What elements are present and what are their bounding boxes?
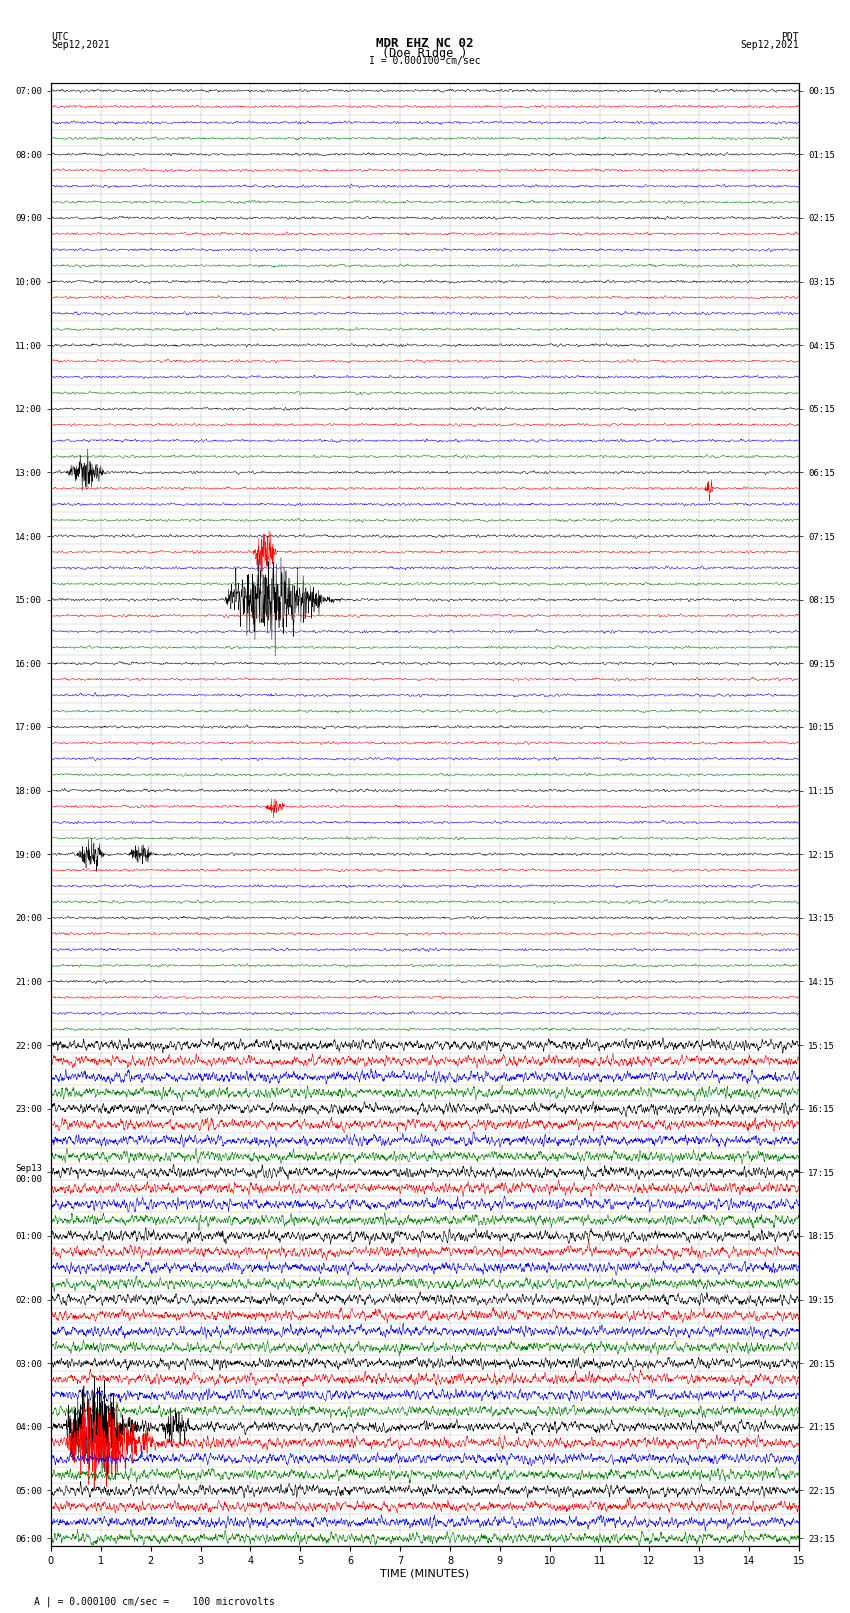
Text: MDR EHZ NC 02: MDR EHZ NC 02 — [377, 37, 473, 50]
Text: (Doe Ridge ): (Doe Ridge ) — [382, 47, 468, 60]
Text: UTC: UTC — [51, 32, 69, 42]
Text: A | = 0.000100 cm/sec =    100 microvolts: A | = 0.000100 cm/sec = 100 microvolts — [34, 1595, 275, 1607]
Text: Sep12,2021: Sep12,2021 — [740, 40, 799, 50]
Text: Sep12,2021: Sep12,2021 — [51, 40, 110, 50]
Text: I = 0.000100 cm/sec: I = 0.000100 cm/sec — [369, 56, 481, 66]
Text: PDT: PDT — [781, 32, 799, 42]
X-axis label: TIME (MINUTES): TIME (MINUTES) — [381, 1569, 469, 1579]
